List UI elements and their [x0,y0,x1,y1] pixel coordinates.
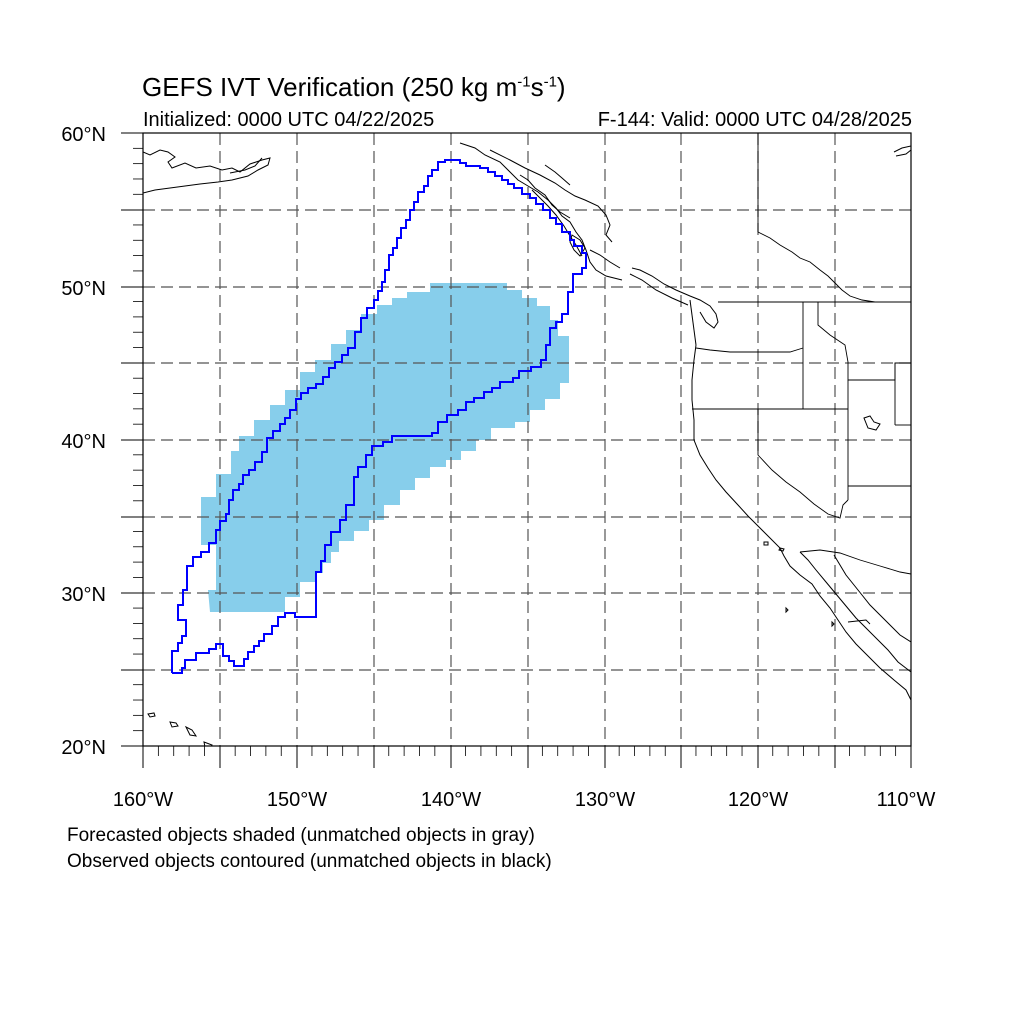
forecast-object [201,283,569,612]
lat-label-40: 40°N [61,431,106,453]
minor-ticks [133,147,897,756]
initialized-time: Initialized: 0000 UTC 04/22/2025 [143,109,435,131]
forecast-legend-note: Forecasted objects shaded (unmatched obj… [67,825,535,846]
lat-label-60: 60°N [61,124,106,146]
observed-legend-note: Observed objects contoured (unmatched ob… [67,851,552,872]
lat-label-30: 30°N [61,584,106,606]
lon-label-150w: 150°W [267,789,327,811]
lon-label-140w: 140°W [421,789,481,811]
lat-label-20: 20°N [61,737,106,759]
lat-label-50: 50°N [61,278,106,300]
latitude-labels: 60°N 50°N 40°N 30°N 20°N [61,124,106,759]
longitude-labels: 160°W 150°W 140°W 130°W 120°W 110°W [113,789,936,811]
figure-title: GEFS IVT Verification (250 kg m-1s-1) [142,72,566,102]
political-borders [692,133,911,625]
lat-lon-grid [143,133,911,746]
lon-label-130w: 130°W [575,789,635,811]
valid-time: F-144: Valid: 0000 UTC 04/28/2025 [597,109,912,131]
lon-label-110w: 110°W [877,789,936,811]
coastlines [143,142,911,746]
axis-ticks [121,132,912,768]
lon-label-160w: 160°W [113,789,173,811]
observed-object-contour [171,159,587,674]
lon-label-120w: 120°W [728,789,788,811]
